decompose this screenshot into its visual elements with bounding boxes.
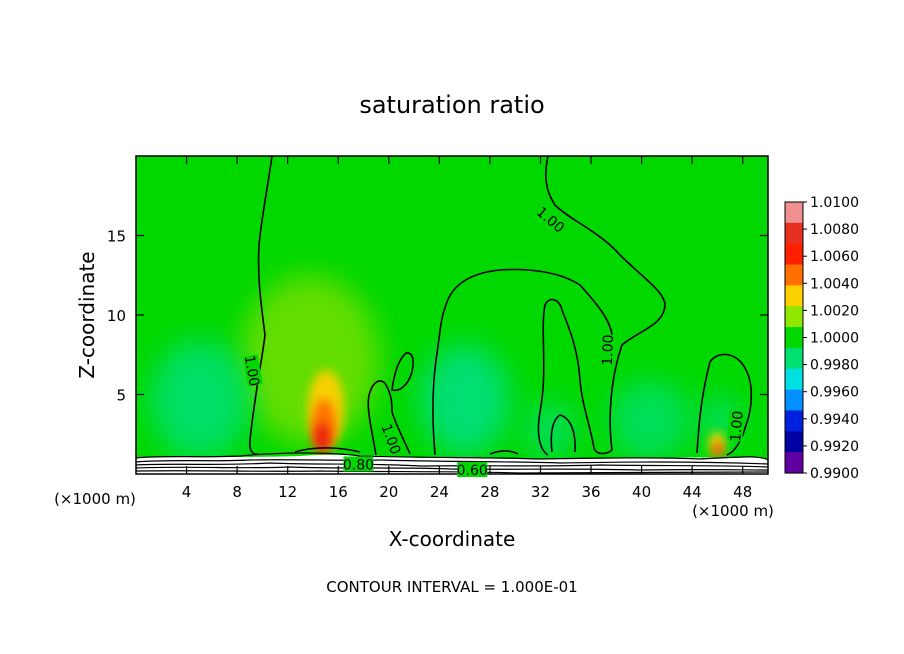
y-axis-ticks: 5 10 15 [107,228,768,405]
y-tick-label: 5 [116,387,126,405]
field-anomalies [150,275,740,460]
colorbar-label: 1.0040 [810,276,859,292]
contour-line [550,414,576,453]
contour-label-text: 1.00 [241,354,262,387]
colorbar-label: 0.9900 [810,466,859,482]
contour-label: 1.00 [727,410,747,443]
colorbar-swatch [785,452,803,474]
contour-label-mask [379,422,404,456]
contour-line [391,352,414,392]
x-tick-label: 44 [683,483,702,501]
terrain-line [136,466,768,471]
contour-line [537,156,666,456]
colorbar-swatch [785,222,803,245]
colorbar-swatch [785,389,803,412]
contour-line [294,447,361,453]
contour-label-mask [343,456,374,472]
x-tick-label: 48 [733,483,752,501]
colorbar-swatch [785,285,803,307]
terrain-line [136,470,768,474]
colorbar-label: 0.9940 [810,412,859,428]
terrain-line [136,459,768,465]
colorbar-label: 0.9920 [810,439,859,455]
x-unit-right: (×1000 m) [692,502,774,520]
contour-label-mask [598,334,615,366]
terrain-line [136,462,768,468]
colorbar-label: 1.0060 [810,249,859,265]
contour-label-text: 0.60 [457,463,488,479]
contour-label-mask [727,410,745,442]
x-tick-label: 16 [329,483,348,501]
plot-area [136,156,768,474]
contour-label-mask [457,462,488,478]
colorbar-label: 1.0020 [810,303,859,319]
x-unit-left: (×1000 m) [54,490,136,508]
colorbar-label: 1.0100 [810,195,859,211]
x-tick-label: 12 [278,483,297,501]
colorbar-label: 1.0000 [810,331,859,347]
red-core [314,423,330,453]
colorbar-swatch [785,327,803,349]
colorbar-swatch [785,431,803,453]
colorbar-swatch [785,368,803,391]
colorbar-swatch [785,306,803,328]
contour-label-text: 1.00 [728,410,747,442]
terrain-band [136,452,768,474]
contour-line [367,380,411,456]
x-tick-label: 24 [430,483,449,501]
colorbar-swatch [785,202,803,224]
x-tick-label: 8 [232,483,242,501]
contour-label: 0.80 [343,456,374,473]
moist-region [420,345,510,455]
moist-region [610,380,690,460]
y-tick-label: 15 [107,228,126,246]
x-tick-label: 32 [531,483,550,501]
contour-label: 1.00 [241,354,263,388]
chart-title: saturation ratio [359,91,544,119]
x-tick-label: 28 [480,483,499,501]
contour-label: 0.60 [457,462,488,479]
contour-label-text: 1.00 [600,334,617,366]
x-tick-label: 40 [632,483,651,501]
terrain-line [136,452,768,461]
x-axis-label: X-coordinate [389,527,516,551]
y-axis-label: Z-coordinate [75,251,99,378]
x-axis-ticks: 4 8 12 16 20 24 28 32 36 40 44 48 [182,156,752,501]
contour-line [489,450,519,455]
lighter-region [240,275,380,445]
colorbar-label: 1.0080 [810,222,859,238]
contour-line [249,156,273,455]
x-tick-label: 36 [581,483,600,501]
moist-region [150,340,250,460]
contour-label: 1.00 [598,334,617,366]
colorbar-label: 0.9980 [810,358,859,374]
colorbar-swatch [785,243,803,266]
contour-label-mask [534,203,568,235]
x-tick-label: 20 [379,483,398,501]
y-tick-label: 10 [107,307,126,325]
red-core [713,443,723,457]
colorbar: 1.0100 1.0080 1.0060 1.0040 1.0020 1.0000 0.99… [784,195,859,482]
contour-lines [249,156,753,456]
contour-label-mask [242,354,263,387]
colorbar-swatch [785,264,803,286]
x-tick-label: 4 [182,483,192,501]
colorbar-swatch [785,410,803,432]
contour-label-text: 0.80 [343,457,374,473]
contour-interval-note: CONTOUR INTERVAL = 1.000E-01 [326,578,577,596]
moist-region [525,402,575,458]
colorbar-label: 0.9960 [810,385,859,401]
colorbar-swatch [785,347,803,370]
contour-line [432,268,613,456]
